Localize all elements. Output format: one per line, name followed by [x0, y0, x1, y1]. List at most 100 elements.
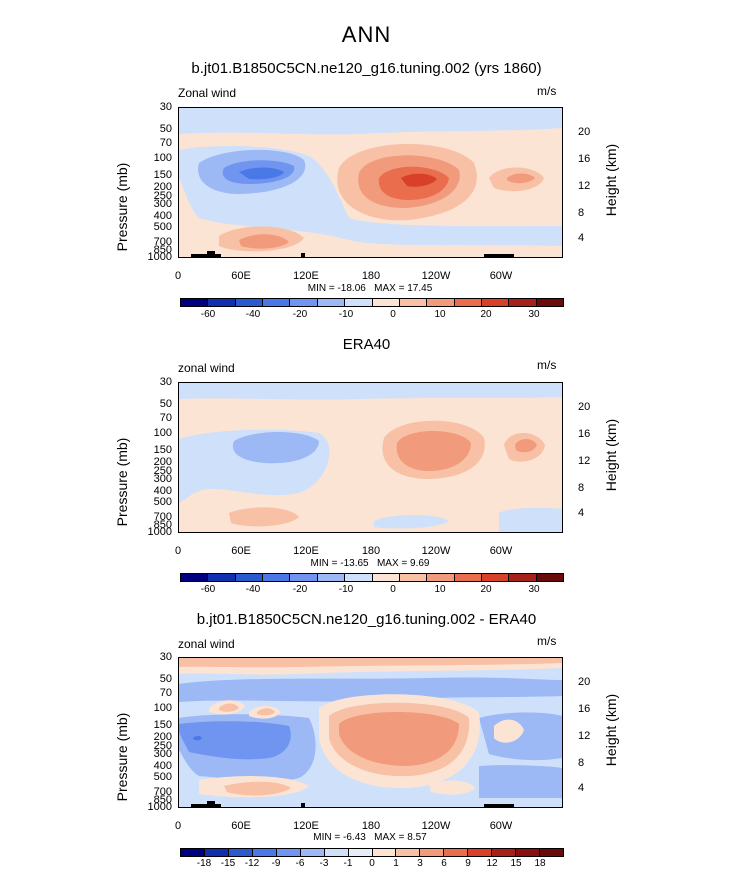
p1-ytick: 700 [153, 236, 172, 248]
p1-minmax: MIN = -18.06 MAX = 17.45 [220, 283, 520, 294]
p3-cb-label: 9 [465, 858, 471, 869]
panel2-field-label: zonal wind [178, 361, 235, 375]
p1-neg-core3 [239, 167, 284, 180]
p3-cb-label: 0 [369, 858, 375, 869]
p3-low-pos-core [224, 781, 291, 796]
p3-cb-swatch [516, 849, 541, 856]
p1-ytick: 200 [153, 181, 172, 193]
p1-ytick: 30 [159, 101, 172, 113]
p1-cb-swatch [208, 299, 236, 306]
p3-ytick: 1000 [147, 801, 172, 813]
p3-cb-swatch [444, 849, 469, 856]
p1-cb-label: -10 [338, 309, 354, 320]
p1-low-pos2 [239, 234, 289, 249]
p3-ytick: 250 [153, 740, 172, 752]
p3-pos-small-core [219, 703, 239, 712]
p1-cb-swatch [399, 299, 428, 306]
p1-cb-swatch [235, 299, 264, 306]
p3-max: MAX = 8.57 [374, 832, 427, 843]
p2-xtick: 60E [231, 545, 251, 557]
p2-cb-swatch [509, 574, 537, 581]
p3-cb-label: 1 [393, 858, 399, 869]
panel1-field-label: Zonal wind [178, 86, 237, 100]
p1-colorbar [180, 298, 564, 307]
p1-strat-band [179, 108, 562, 135]
p1-htick: 12 [578, 180, 591, 192]
p1-topo4 [484, 254, 514, 257]
p1-ytick: 850 [153, 244, 172, 256]
p3-xtick: 120W [421, 820, 451, 832]
p3-htick: 12 [578, 730, 591, 742]
p3-neg-band2-core [179, 721, 291, 760]
p3-ytick: 70 [159, 687, 172, 699]
p1-cb-swatch [509, 299, 537, 306]
p3-minmax: MIN = -6.43 MAX = 8.57 [220, 832, 520, 843]
p2-xtick: 0 [174, 545, 182, 557]
p3-cb-swatch [372, 849, 397, 856]
p1-htick: 4 [578, 232, 585, 244]
p2-htick: 4 [578, 507, 585, 519]
p3-cb-label: -9 [271, 858, 281, 869]
p2-cb-swatch [235, 574, 264, 581]
panel3-title: b.jt01.B1850C5CN.ne120_g16.tuning.002 - … [196, 611, 537, 628]
p3-ytick: 100 [153, 702, 172, 714]
p2-cb-swatch [345, 574, 373, 581]
p1-ytick: 50 [159, 123, 172, 135]
p1-cb-swatch [345, 299, 373, 306]
panel1-title: b.jt01.B1850C5CN.ne120_g16.tuning.002 (y… [191, 60, 542, 77]
p2-ytick: 1000 [147, 526, 172, 538]
panel1-contours [179, 108, 562, 257]
p2-y2label: Height (km) [603, 418, 619, 492]
p2-cb-swatch [372, 574, 400, 581]
panel1-units: m/s [537, 84, 557, 98]
p2-ytick: 250 [153, 465, 172, 477]
p3-ytick: 500 [153, 771, 172, 783]
p3-cb-swatch [252, 849, 277, 856]
panel3-plot [178, 657, 563, 808]
p1-ytick: 150 [153, 169, 172, 181]
panel2-title: ERA40 [342, 336, 391, 353]
p2-cb-label: -10 [338, 584, 354, 595]
p3-cb-swatch [324, 849, 349, 856]
p2-neg-core [232, 432, 319, 464]
p1-htick: 20 [578, 126, 591, 138]
p3-cb-swatch [348, 849, 373, 856]
p3-htick: 16 [578, 703, 591, 715]
p2-ylabel: Pressure (mb) [114, 437, 130, 527]
p3-min: MIN = -6.43 [313, 832, 366, 843]
p3-cb-swatch [420, 849, 445, 856]
p1-cb-label: -60 [200, 309, 216, 320]
p2-cb-label: -20 [292, 584, 308, 595]
p3-topo2 [207, 801, 215, 807]
p3-cb-label: -3 [319, 858, 329, 869]
p1-ytick: 70 [159, 137, 172, 149]
p3-dark-dot [193, 735, 202, 741]
p1-cb-label: -40 [245, 309, 261, 320]
panel2-plot [178, 382, 563, 533]
p1-ytick: 1000 [147, 251, 172, 263]
p2-ytick: 400 [153, 485, 172, 497]
p3-cb-label: 15 [510, 858, 522, 869]
p1-ytick: 500 [153, 221, 172, 233]
p2-cb-swatch [317, 574, 346, 581]
p3-htick: 4 [578, 782, 585, 794]
p2-htick: 8 [578, 482, 585, 494]
p1-ytick: 400 [153, 210, 172, 222]
p2-cb-swatch [399, 574, 428, 581]
p1-topo3 [301, 253, 305, 257]
p3-top-pos-core [179, 658, 562, 668]
panel1-plot [178, 107, 563, 258]
p1-xtick: 60E [231, 270, 251, 282]
p3-ylabel: Pressure (mb) [114, 712, 130, 802]
p1-cb-label: 0 [390, 309, 396, 320]
p1-topo2 [207, 251, 215, 257]
p3-xtick: 0 [174, 820, 182, 832]
p2-cb-swatch [427, 574, 455, 581]
p2-cb-swatch [290, 574, 318, 581]
p2-ytick: 200 [153, 456, 172, 468]
p1-ylabel: Pressure (mb) [114, 162, 130, 252]
p3-cb-swatch [276, 849, 301, 856]
p3-jet3 [339, 712, 459, 766]
p2-cb-swatch [208, 574, 236, 581]
panel2-units: m/s [537, 358, 557, 372]
